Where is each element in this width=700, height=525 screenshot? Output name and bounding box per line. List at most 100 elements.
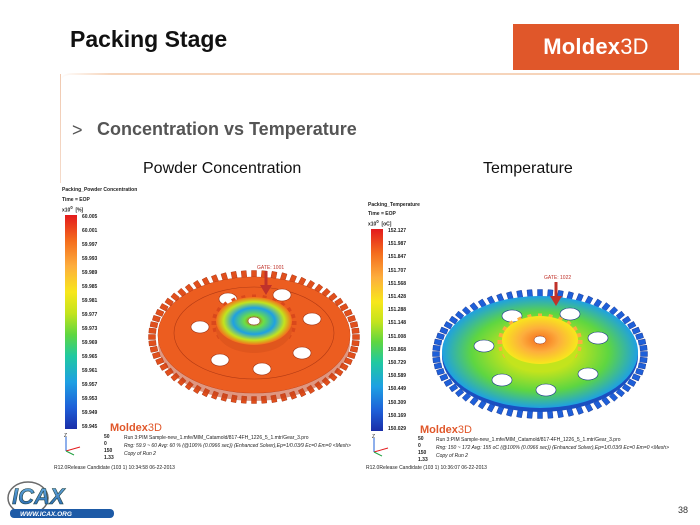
legend-tick-label: 59.949 bbox=[82, 410, 98, 416]
moldex3d-logo: Moldex3D bbox=[513, 24, 679, 70]
unit-label: x100 [oC] bbox=[368, 219, 392, 228]
section-title: Concentration vs Temperature bbox=[97, 119, 357, 139]
gear-tooth bbox=[149, 321, 159, 329]
gear-tooth bbox=[615, 388, 625, 398]
range-info: Rng: 150 ~ 172 Avg: 155 oC (@100% (0.096… bbox=[436, 445, 669, 451]
legend-tick-label: 59.989 bbox=[82, 270, 98, 276]
gear-tooth bbox=[432, 344, 441, 352]
gear-tooth bbox=[432, 351, 440, 357]
icax-logo: ICAX WWW.ICAX.ORG bbox=[7, 481, 114, 518]
gear-tooth bbox=[461, 306, 471, 316]
time-label: Time = EOP bbox=[62, 197, 90, 203]
gear-tooth bbox=[516, 290, 524, 299]
time-label: Time = EOP bbox=[368, 211, 396, 217]
legend-tick-label: 151.987 bbox=[388, 241, 407, 248]
gear-tooth bbox=[351, 327, 360, 334]
gear-tooth bbox=[443, 378, 453, 387]
gear-tooth bbox=[251, 270, 257, 278]
gear-model-temperature bbox=[432, 289, 648, 419]
gear-tooth bbox=[170, 292, 180, 302]
gear-tooth bbox=[436, 368, 445, 376]
legend-tick-label: 59.977 bbox=[82, 312, 98, 318]
gear-tooth bbox=[347, 315, 356, 323]
gear-tooth bbox=[526, 410, 533, 419]
gear-tooth bbox=[432, 356, 441, 364]
gear-tooth bbox=[291, 321, 297, 325]
gear-tooth bbox=[627, 378, 637, 387]
range-info: Rng: 59.9 ~ 60 Avg: 60 % (@100% (0.0966 … bbox=[124, 443, 351, 449]
moldex3d-watermark: Moldex3D bbox=[420, 424, 472, 436]
gear-tooth bbox=[621, 315, 632, 325]
gear-tooth bbox=[152, 315, 161, 323]
gear-tooth bbox=[631, 326, 641, 335]
logo-wordmark: ICAX bbox=[12, 484, 66, 509]
legend-tick-label: 150.868 bbox=[388, 346, 407, 353]
legend-tick-label: 59.997 bbox=[82, 242, 98, 248]
gear-tooth bbox=[351, 340, 360, 347]
copy-info: Copy of Run 2 bbox=[124, 451, 156, 457]
plot-title: Packing_Temperature bbox=[368, 202, 420, 208]
logo-url: WWW.ICAX.ORG bbox=[20, 511, 72, 518]
svg-text:Z: Z bbox=[64, 433, 67, 439]
legend-tick-label: 150.729 bbox=[388, 360, 407, 366]
unit-label: x100 [%] bbox=[62, 205, 84, 214]
legend-tick-label: 150.169 bbox=[388, 412, 407, 419]
legend-tick-label: 151.568 bbox=[388, 280, 407, 287]
gear-tooth bbox=[461, 392, 471, 402]
legend-tick-label: 151.428 bbox=[388, 294, 407, 300]
legend-tick-label: 152.127 bbox=[388, 228, 407, 234]
gear-tooth bbox=[155, 308, 165, 317]
gear-tooth bbox=[621, 383, 632, 393]
gear-tooth bbox=[439, 326, 449, 335]
legend-tick-label: 151.707 bbox=[388, 267, 407, 274]
gear-tooth bbox=[609, 392, 619, 402]
gear-tooth bbox=[339, 303, 349, 312]
slide-title: Packing Stage bbox=[70, 26, 228, 52]
gear-model-concentration bbox=[148, 270, 360, 404]
scale-value: 0 bbox=[104, 441, 107, 447]
gear-tooth bbox=[635, 368, 644, 376]
legend-tick-label: 59.969 bbox=[82, 340, 98, 346]
gear-tooth bbox=[627, 321, 637, 330]
gear-tooth bbox=[556, 409, 564, 418]
brand-prefix: Moldex bbox=[543, 34, 621, 59]
legend-tick-label: 59.957 bbox=[82, 382, 98, 388]
gate-label: GATE: 1001 bbox=[257, 265, 285, 271]
legend-tick-label: 59.965 bbox=[82, 354, 98, 360]
legend-tick-label: 150.449 bbox=[388, 386, 407, 393]
legend-tick-label: 59.961 bbox=[82, 368, 98, 374]
legend-tick-label: 150.029 bbox=[388, 426, 407, 432]
legend-tick-label: 59.973 bbox=[82, 326, 98, 332]
gear-tooth bbox=[448, 383, 459, 393]
gear-tooth bbox=[148, 327, 157, 334]
legend-tick-label: 59.953 bbox=[82, 396, 98, 402]
gear-tooth bbox=[637, 338, 647, 346]
gear-tooth bbox=[347, 351, 356, 359]
run-info: Run 3:PIM Sample-new_1.mfe/MIM_Catamold/… bbox=[124, 435, 309, 441]
legend-tick-label: 60.005 bbox=[82, 214, 98, 220]
scale-value: 150 bbox=[104, 448, 113, 454]
copy-info: Copy of Run 2 bbox=[436, 453, 468, 459]
gear-tooth bbox=[439, 373, 449, 382]
gear-tooth bbox=[455, 388, 465, 398]
gate-arrow-icon bbox=[550, 282, 562, 306]
legend-tick-label: 150.589 bbox=[388, 373, 407, 380]
legend-tick-label: 59.985 bbox=[82, 284, 98, 290]
gear-tooth bbox=[436, 332, 445, 340]
gear-tooth bbox=[637, 362, 647, 370]
bullet-marker: > bbox=[72, 120, 83, 140]
run-info: Run 3:PIM Sample-new_1.mfe/MIM_Catamold/… bbox=[436, 437, 621, 443]
gear-tooth bbox=[639, 344, 648, 352]
powder-concentration-label: Powder Concentration bbox=[143, 160, 302, 177]
svg-text:Z: Z bbox=[372, 434, 375, 440]
gear-tooth bbox=[497, 340, 503, 344]
axis-triad-icon: Z bbox=[372, 434, 389, 457]
gate-label: GATE: 1022 bbox=[544, 275, 572, 281]
gear-tooth bbox=[433, 362, 443, 370]
gear-tooth bbox=[516, 409, 524, 418]
gear-tooth bbox=[443, 321, 453, 330]
gear-tooth bbox=[635, 332, 644, 340]
scale-value: 50 bbox=[418, 436, 424, 442]
gear-tooth bbox=[631, 373, 641, 382]
gear-tooth bbox=[159, 303, 169, 312]
